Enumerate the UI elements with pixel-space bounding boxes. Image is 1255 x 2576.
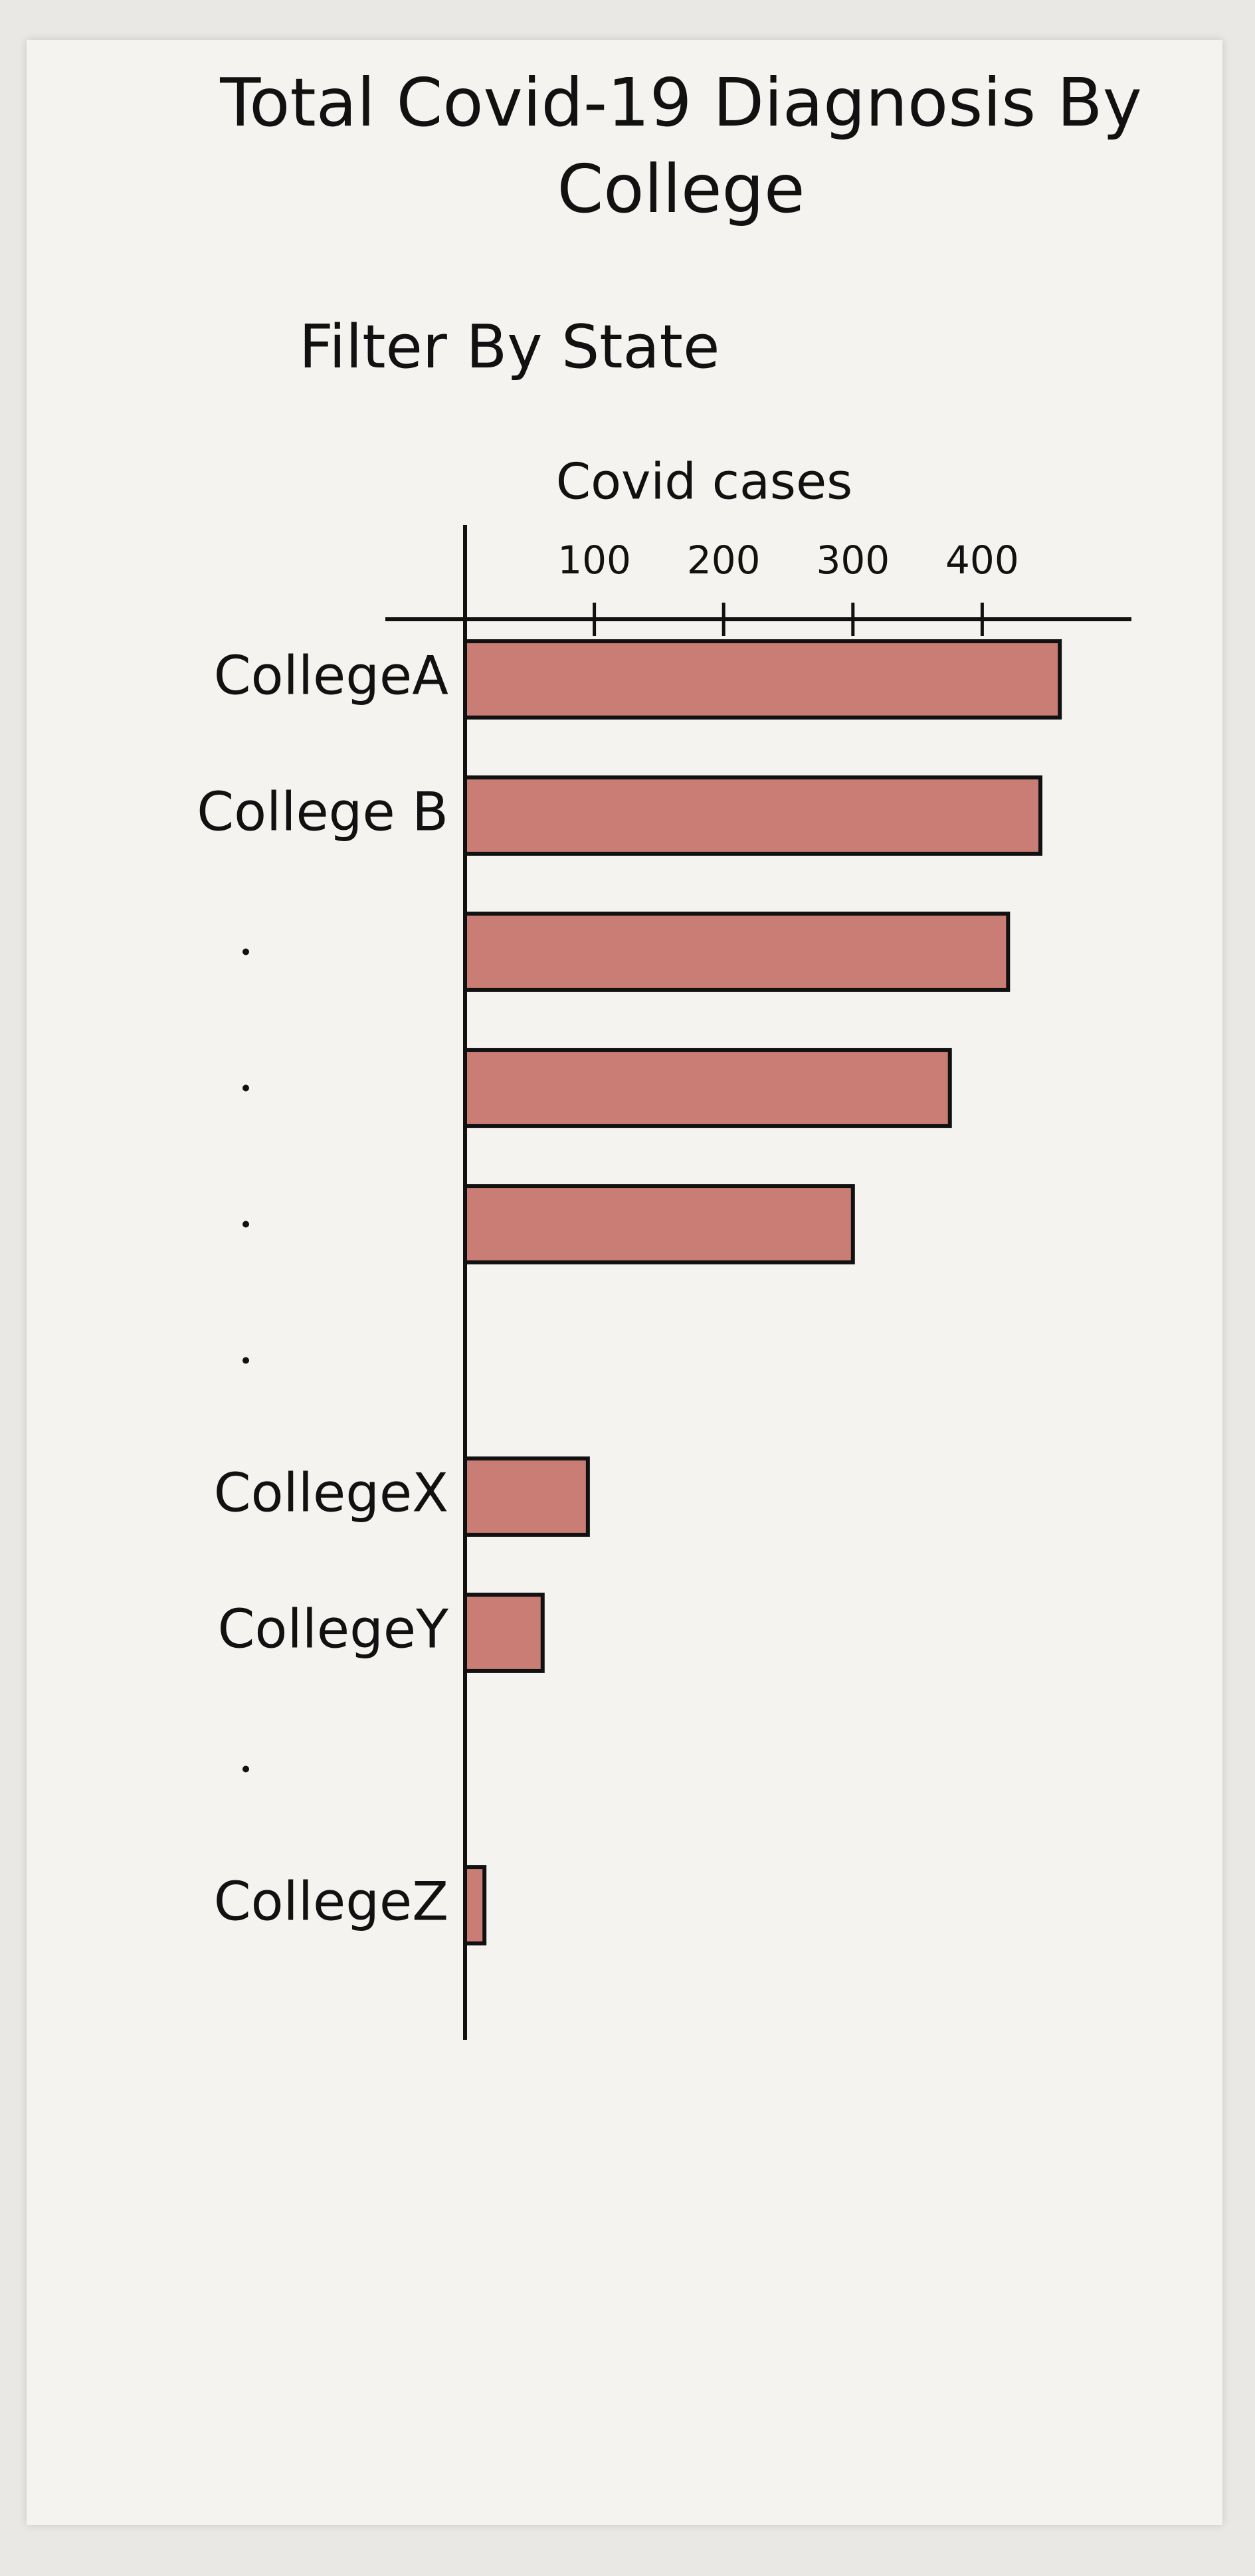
bar xyxy=(463,639,1062,720)
bar xyxy=(463,1593,545,1673)
y-tick-label: CollegeA xyxy=(214,644,448,706)
bar xyxy=(463,1184,855,1264)
placeholder-dot xyxy=(242,1357,249,1364)
y-tick-label: CollegeX xyxy=(214,1462,448,1524)
paper xyxy=(27,40,1222,2525)
bar xyxy=(463,775,1042,856)
placeholder-dot xyxy=(242,1084,249,1092)
bar xyxy=(463,912,1011,992)
bar xyxy=(463,1048,952,1128)
x-tick-label: 100 xyxy=(557,538,631,583)
bar xyxy=(463,1865,487,1945)
y-tick-label: CollegeZ xyxy=(214,1870,448,1932)
y-tick-label: CollegeY xyxy=(218,1598,449,1660)
x-tick-label: 300 xyxy=(816,538,890,583)
chart-title: Total Covid-19 Diagnosis By College xyxy=(220,64,1142,228)
placeholder-dot xyxy=(242,1765,249,1773)
placeholder-dot xyxy=(242,1221,249,1228)
chart-subtitle: Filter By State xyxy=(299,312,720,382)
y-tick-label: College B xyxy=(197,781,448,842)
x-tick-label: 200 xyxy=(687,538,761,583)
placeholder-dot xyxy=(242,948,249,955)
bar xyxy=(463,1456,590,1537)
x-axis-label: Covid cases xyxy=(556,452,852,511)
x-tick-label: 400 xyxy=(945,538,1019,583)
